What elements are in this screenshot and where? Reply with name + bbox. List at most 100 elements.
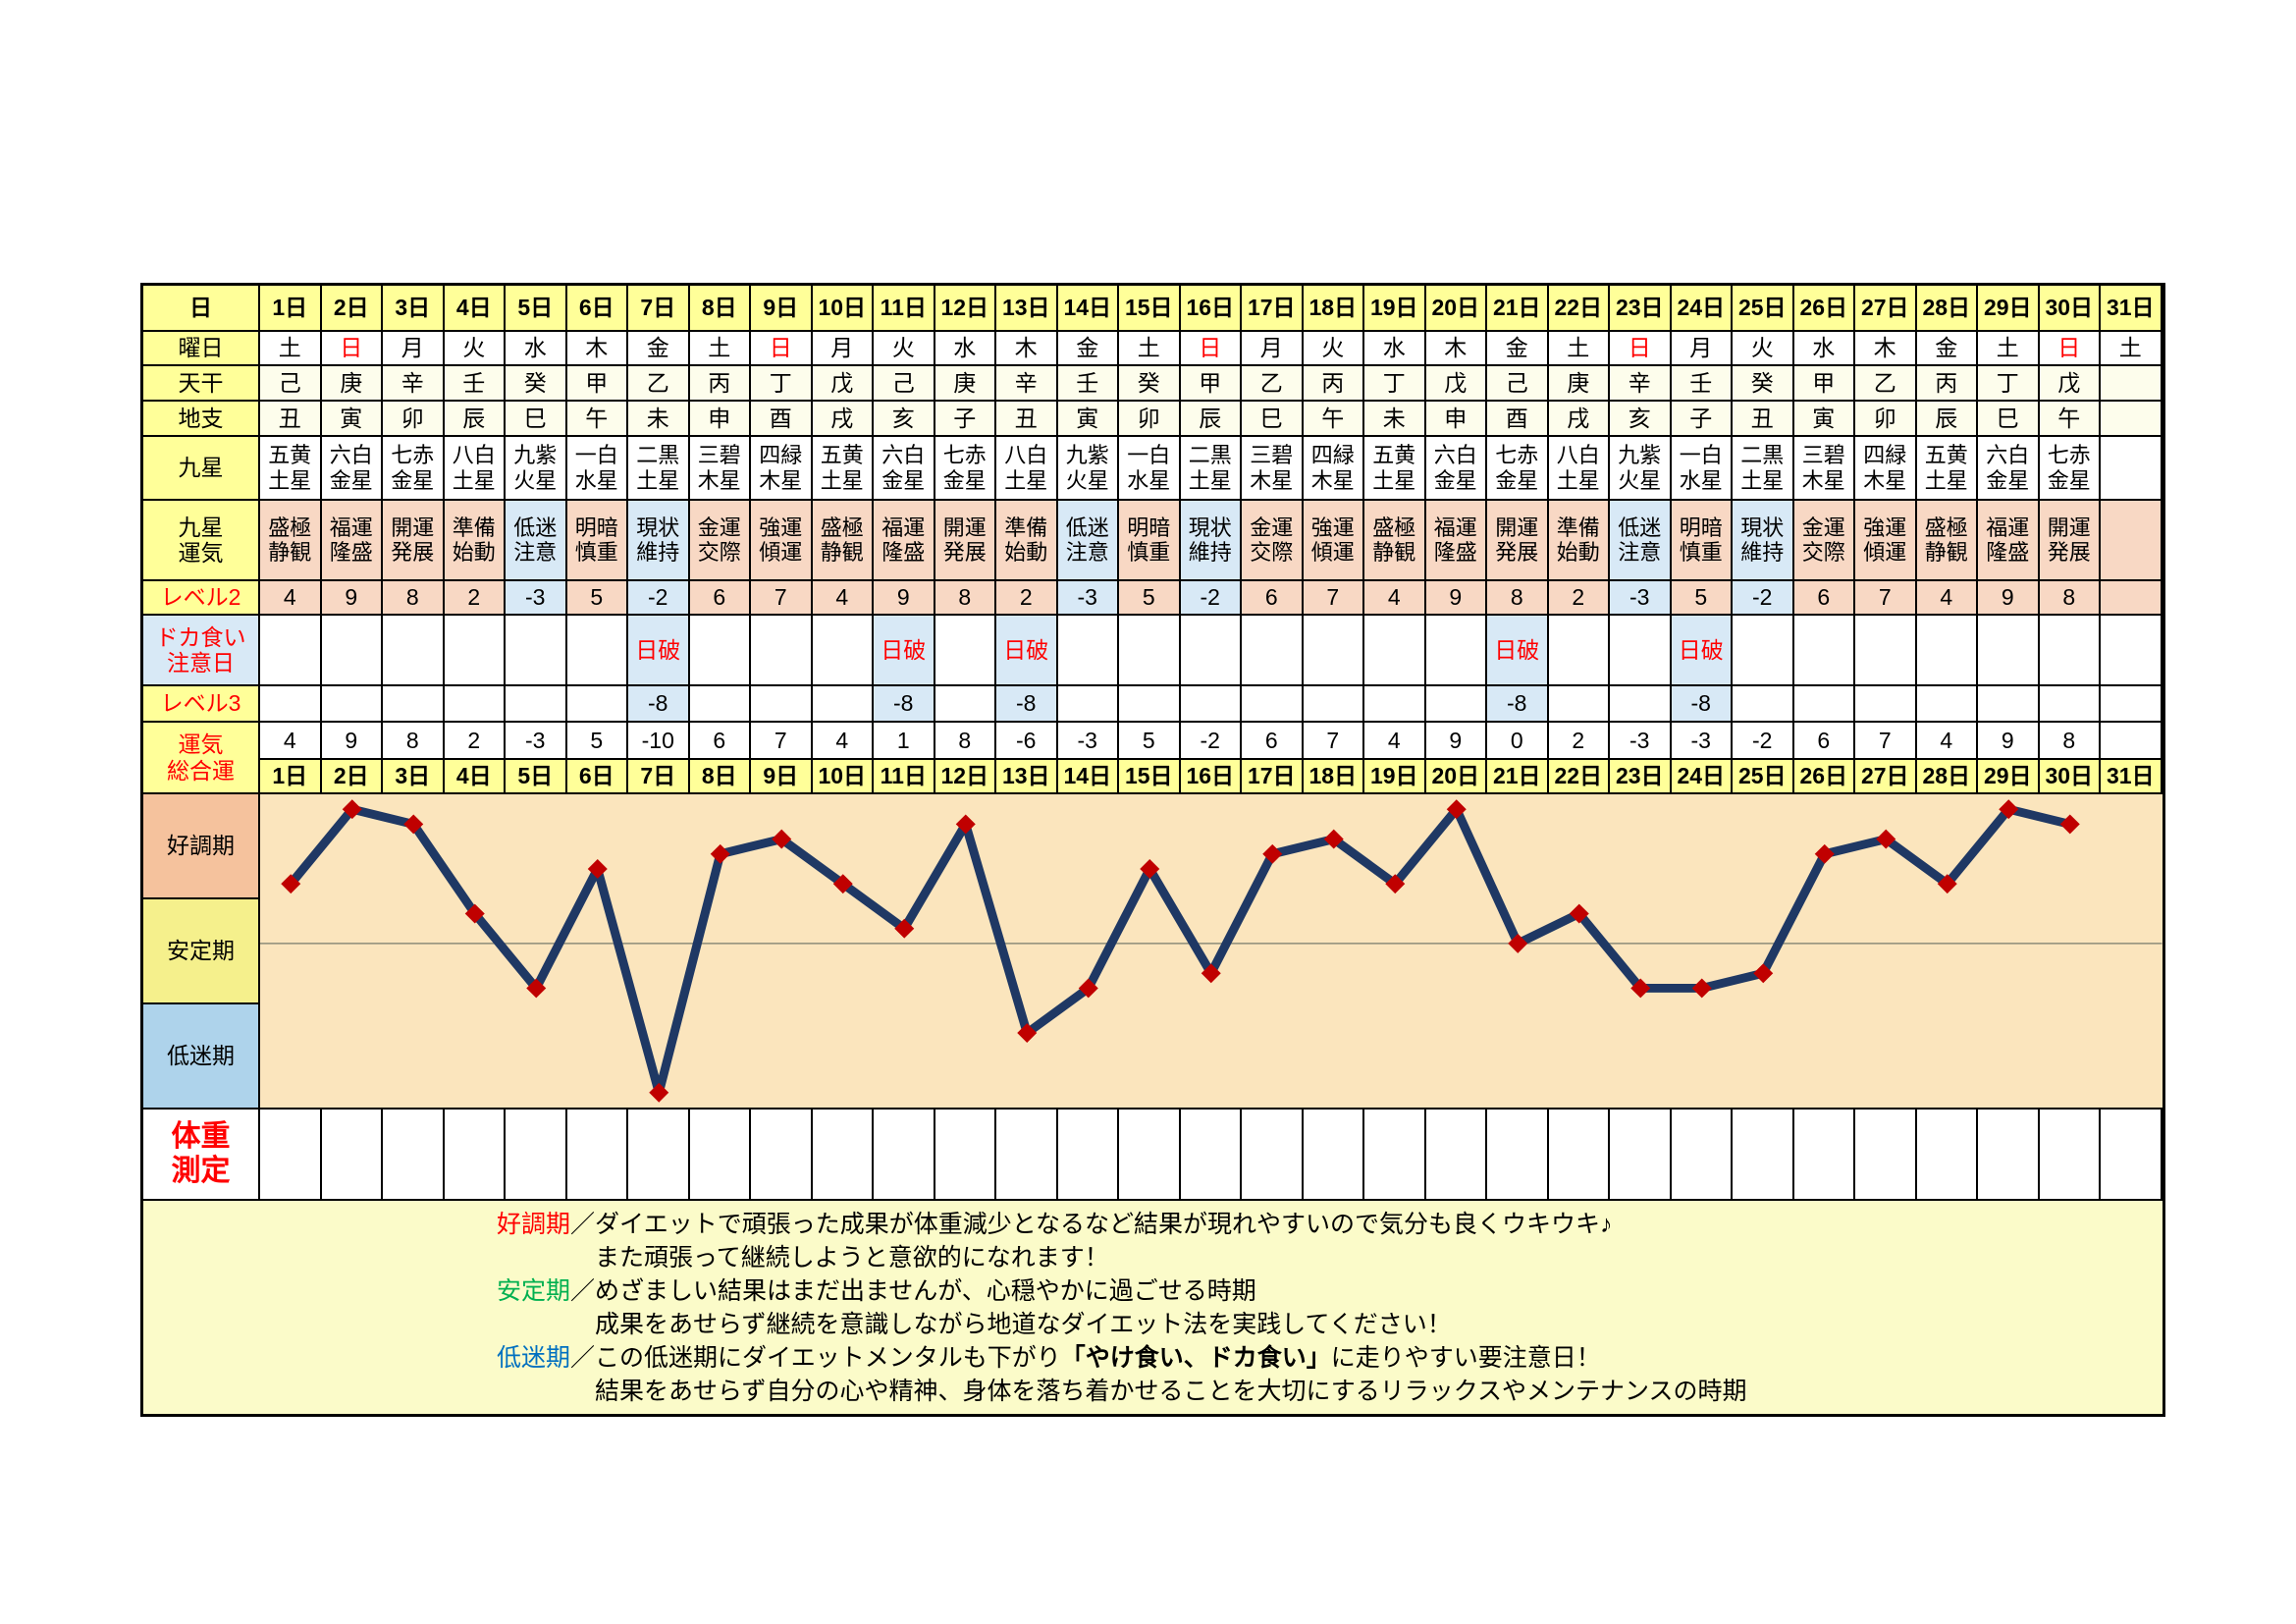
tenkan-cell: 丙 [689, 366, 751, 402]
total-value-cell: 7 [751, 723, 813, 760]
chart-day-label-cell: 23日 [1610, 760, 1672, 794]
day-header-cell: 25日 [1733, 286, 1794, 332]
chishi-cell: 巳 [506, 402, 567, 437]
legend-entry-1-line1: 好調期／ダイエットで頑張った成果が体重減少となるなど結果が現れやすいので気分も良… [497, 1210, 1613, 1238]
day-header-cell: 10日 [812, 286, 874, 332]
chart-day-label-cell: 28日 [1916, 760, 1978, 794]
data-point-marker [464, 903, 485, 924]
level2-cell: 8 [1487, 581, 1549, 616]
day-header-cell: 11日 [874, 286, 935, 332]
row-label-kyusei-unki: 九星 運気 [143, 501, 260, 581]
weekday-cell: 木 [1425, 332, 1487, 366]
dokagui-cell [1548, 616, 1610, 686]
weight-cell [751, 1110, 813, 1201]
level2-cell: 8 [934, 581, 996, 616]
legend-term: 好調期 [497, 1210, 571, 1238]
tenkan-cell: 丁 [1978, 366, 2040, 402]
legend-entry-3-line1: 低迷期／この低迷期にダイエットメンタルも下がり「やけ食い、ドカ食い」に走りやすい… [497, 1343, 1601, 1372]
row-label-total: 運気 総合運 [143, 723, 260, 794]
kyusei-unki-cell: 現状 維持 [628, 501, 690, 581]
weekday-cell: 日 [1610, 332, 1672, 366]
day-header-cell: 21日 [1487, 286, 1549, 332]
data-point-marker [832, 874, 853, 894]
weekday-cell: 日 [751, 332, 813, 366]
row-label-level2: レベル2 [143, 581, 260, 616]
level3-cell [260, 686, 322, 723]
level3-cell [1610, 686, 1672, 723]
chart-day-label-cell: 16日 [1180, 760, 1242, 794]
kyusei-cell: 二黒 土星 [628, 437, 690, 501]
total-value-cell: -3 [506, 723, 567, 760]
kyusei-cell: 五黄 土星 [1364, 437, 1426, 501]
legend-entry-2-line1: 安定期／めざましい結果はまだ出ませんが、心穏やかに過ごせる時期 [497, 1276, 1256, 1305]
weight-cell [996, 1110, 1058, 1201]
chart-day-label-cell: 20日 [1425, 760, 1487, 794]
kyusei-cell: 七赤 金星 [383, 437, 445, 501]
weekday-cell: 火 [1733, 332, 1794, 366]
kyusei-cell: 二黒 土星 [1180, 437, 1242, 501]
chart-day-label-cell: 10日 [812, 760, 874, 794]
weight-cell [1793, 1110, 1855, 1201]
kyusei-cell: 三碧 木星 [689, 437, 751, 501]
tenkan-cell: 乙 [628, 366, 690, 402]
level2-cell: 5 [1671, 581, 1733, 616]
total-value-cell: 9 [321, 723, 383, 760]
data-point-marker [1017, 1023, 1038, 1043]
day-header-cell: 8日 [689, 286, 751, 332]
weekday-cell: 火 [444, 332, 506, 366]
level3-cell [1733, 686, 1794, 723]
chart-day-label-cell: 29日 [1978, 760, 2040, 794]
kyusei-unki-cell: 準備 始動 [444, 501, 506, 581]
kyusei-cell: 五黄 土星 [812, 437, 874, 501]
tenkan-cell: 戊 [1425, 366, 1487, 402]
weekday-cell: 水 [1793, 332, 1855, 366]
tenkan-cell: 壬 [1671, 366, 1733, 402]
kyusei-cell: 六白 金星 [874, 437, 935, 501]
fortune-calendar-table: 日 1日 2日 3日 4日 5日 6日 7日 8日 9日 10日 11日 12日 13日 14日 15日 16日… [140, 283, 2165, 1417]
total-value-cell: 5 [1119, 723, 1181, 760]
weight-cell [1180, 1110, 1242, 1201]
chart-day-label-cell: 13日 [996, 760, 1058, 794]
weekday-cell: 土 [689, 332, 751, 366]
kyusei-cell: 三碧 木星 [1793, 437, 1855, 501]
level2-cell: 6 [689, 581, 751, 616]
kyusei-unki-cell: 低迷 注意 [1057, 501, 1119, 581]
day-header-cell: 3日 [383, 286, 445, 332]
level2-cell: 8 [383, 581, 445, 616]
dokagui-cell [689, 616, 751, 686]
tenkan-cell: 癸 [506, 366, 567, 402]
tenkan-cell: 甲 [566, 366, 628, 402]
tenkan-cell: 庚 [321, 366, 383, 402]
level3-cell [1548, 686, 1610, 723]
day-header-cell: 2日 [321, 286, 383, 332]
row-label-tenkan: 天干 [143, 366, 260, 402]
level3-cell [1242, 686, 1304, 723]
data-point-marker [2059, 814, 2080, 835]
dokagui-cell [1610, 616, 1672, 686]
level2-cell: 7 [751, 581, 813, 616]
level2-cell: 2 [996, 581, 1058, 616]
chishi-cell: 戌 [1548, 402, 1610, 437]
kyusei-cell: 七赤 金星 [1487, 437, 1549, 501]
kyusei-cell: 一白 水星 [1119, 437, 1181, 501]
dokagui-cell [1364, 616, 1426, 686]
level3-cell [1057, 686, 1119, 723]
dokagui-cell: 日破 [628, 616, 690, 686]
chart-day-label-cell: 2日 [321, 760, 383, 794]
level3-cell [812, 686, 874, 723]
tenkan-cell: 庚 [1548, 366, 1610, 402]
chart-day-label-cell: 27日 [1855, 760, 1917, 794]
day-header-cell: 24日 [1671, 286, 1733, 332]
level3-cell [566, 686, 628, 723]
data-point-marker [1937, 874, 1957, 894]
chart-day-label-cell: 31日 [2101, 760, 2163, 794]
level2-cell: 2 [1548, 581, 1610, 616]
total-value-cell: 8 [934, 723, 996, 760]
level3-cell [751, 686, 813, 723]
weight-cell [1548, 1110, 1610, 1201]
weekday-cell: 土 [2101, 332, 2163, 366]
level3-cell [444, 686, 506, 723]
chishi-cell: 寅 [321, 402, 383, 437]
chishi-cell: 申 [689, 402, 751, 437]
weight-cell [383, 1110, 445, 1201]
